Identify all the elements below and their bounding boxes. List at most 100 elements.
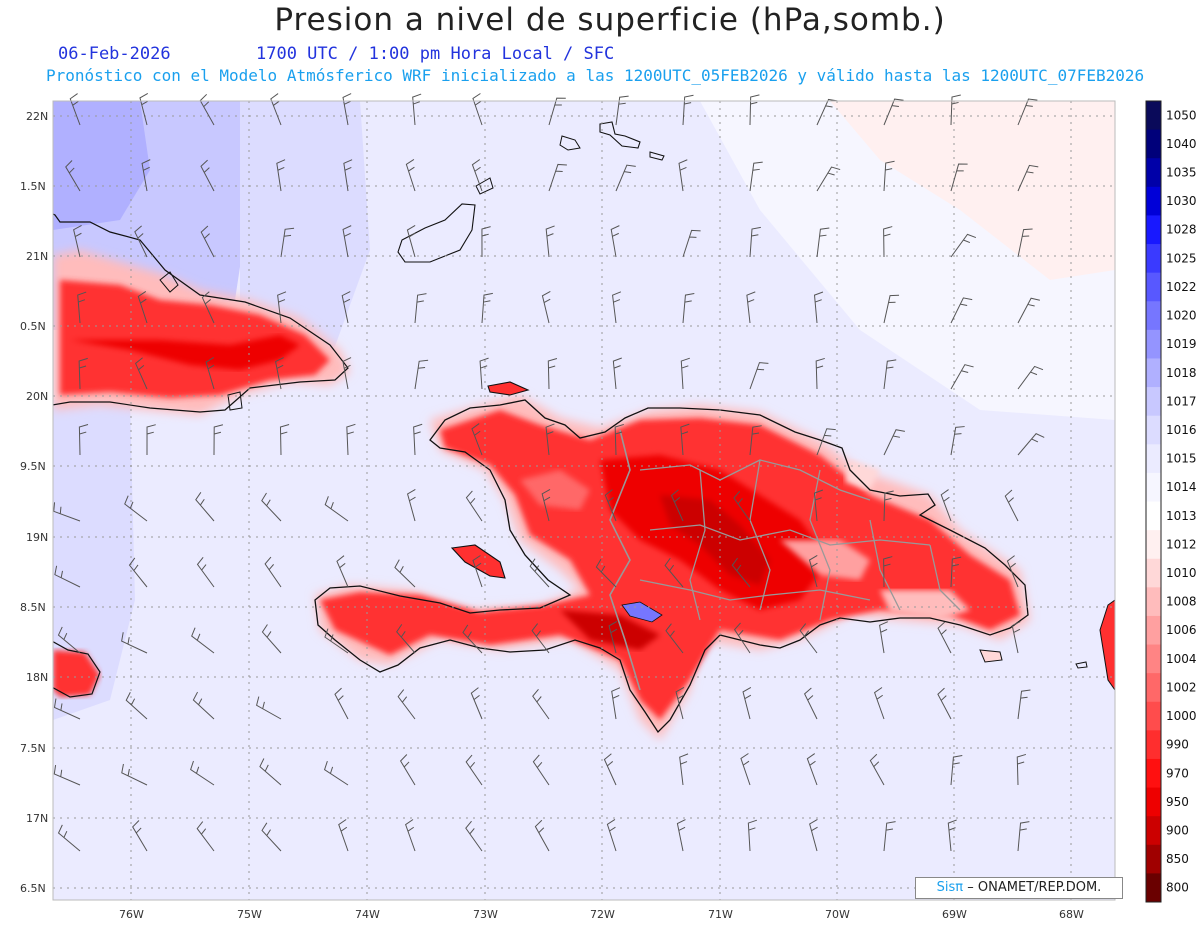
colorbar-swatch — [1146, 101, 1161, 131]
colorbar-swatch — [1146, 387, 1161, 417]
wind-barb — [879, 621, 889, 654]
wind-barb — [472, 93, 483, 126]
lon-label: 74W — [355, 908, 380, 921]
wind-barb — [950, 163, 968, 192]
wind-barb — [346, 423, 356, 456]
wind-barbs — [53, 93, 1045, 852]
wind-barb — [809, 819, 818, 852]
wind-barb — [195, 492, 215, 522]
lon-label: 75W — [237, 908, 262, 921]
wind-barb — [682, 94, 694, 126]
colorbar-label: 990 — [1166, 738, 1189, 752]
wind-barb — [53, 698, 81, 720]
colorbar-label: 1000 — [1166, 709, 1197, 723]
wind-barb — [196, 821, 215, 852]
lat-label: 17N — [26, 812, 48, 825]
colorbar-label: 1002 — [1166, 680, 1197, 694]
wind-barb — [54, 565, 81, 588]
wind-barb — [532, 688, 550, 720]
lat-label: 9.5N — [20, 460, 46, 473]
wind-barb — [125, 691, 148, 720]
lat-label: 22N — [26, 110, 48, 123]
colorbar-swatch — [1146, 816, 1161, 846]
wind-barb — [196, 557, 215, 588]
wind-barb — [191, 627, 215, 654]
wind-barb — [883, 429, 905, 456]
wind-barb — [545, 423, 555, 456]
wind-barb — [813, 489, 824, 522]
wind-barb — [259, 758, 282, 786]
wind-barb — [747, 819, 758, 852]
colorbar-swatch — [1146, 329, 1161, 359]
wind-barb — [1004, 489, 1019, 522]
colorbar-swatch — [1146, 558, 1161, 588]
wind-barb — [472, 555, 483, 588]
wind-barb — [595, 559, 617, 588]
wind-barb — [610, 225, 620, 258]
wind-barb — [529, 558, 550, 588]
wind-barb — [1006, 555, 1019, 588]
wind-barb — [749, 94, 760, 126]
colorbar-swatch — [1146, 530, 1161, 560]
wind-barb — [481, 226, 491, 258]
wind-barb — [192, 691, 215, 720]
colorbar-label: 1035 — [1166, 166, 1197, 180]
wind-barb — [479, 357, 489, 390]
lon-label: 73W — [473, 908, 498, 921]
wind-barb — [950, 297, 973, 324]
colorbar-swatch — [1146, 787, 1161, 817]
colorbar-label: 850 — [1166, 852, 1189, 866]
colorbar-swatch — [1146, 272, 1161, 302]
colorbar-swatch — [1146, 501, 1161, 531]
wind-barb — [399, 754, 416, 786]
wind-barb — [462, 624, 483, 654]
colorbar-label: 1025 — [1166, 251, 1197, 265]
wind-barb — [664, 557, 684, 588]
wind-barb — [816, 428, 836, 456]
wind-barb — [124, 495, 148, 522]
wind-barb — [53, 502, 81, 522]
wind-barb — [1011, 621, 1021, 654]
wind-barb — [679, 753, 689, 786]
wind-barb — [615, 95, 629, 126]
wind-barb — [277, 291, 287, 324]
wind-barb — [201, 291, 215, 324]
wind-barb — [883, 294, 900, 324]
wind-barb — [1017, 821, 1030, 852]
wind-barb — [806, 753, 818, 786]
model-info: Pronóstico con el Modelo Atmósferico WRF… — [46, 66, 1145, 85]
wind-barb — [205, 357, 215, 390]
colorbar-label: 1017 — [1166, 394, 1197, 408]
wind-barb — [69, 93, 81, 126]
colorbar-label: 1008 — [1166, 595, 1197, 609]
wind-barb — [678, 159, 688, 192]
wind-barb — [548, 97, 566, 126]
wind-barb — [883, 821, 896, 852]
colorbar-swatch — [1146, 701, 1161, 731]
wind-barb — [606, 819, 617, 852]
colorbar-label: 1016 — [1166, 423, 1197, 437]
cuba-east — [53, 213, 350, 415]
colorbar-swatch — [1146, 358, 1161, 388]
colorbar-label: 1030 — [1166, 194, 1197, 208]
colorbar-label: 950 — [1166, 795, 1189, 809]
colorbar-swatch — [1146, 587, 1161, 617]
wind-barb — [465, 820, 483, 852]
wind-barb — [612, 357, 622, 390]
wind-barb — [534, 819, 550, 852]
latitude-labels: 22N 1.5N 21N 0.5N 20N 9.5N 19N 8.5N 18N … — [20, 110, 48, 895]
wind-barb — [676, 819, 686, 852]
lon-label: 72W — [590, 908, 615, 921]
wind-barb — [883, 556, 893, 588]
colorbar-swatch — [1146, 444, 1161, 474]
colorbar-swatch — [1146, 644, 1161, 674]
wind-barb — [275, 357, 284, 390]
wind-barb — [742, 687, 752, 720]
wind-barb — [548, 163, 567, 192]
wind-barb — [670, 489, 684, 522]
wind-barb — [405, 159, 416, 192]
wind-barb — [465, 754, 483, 786]
wind-barb — [279, 424, 290, 456]
colorbar-label: 1040 — [1166, 137, 1197, 151]
